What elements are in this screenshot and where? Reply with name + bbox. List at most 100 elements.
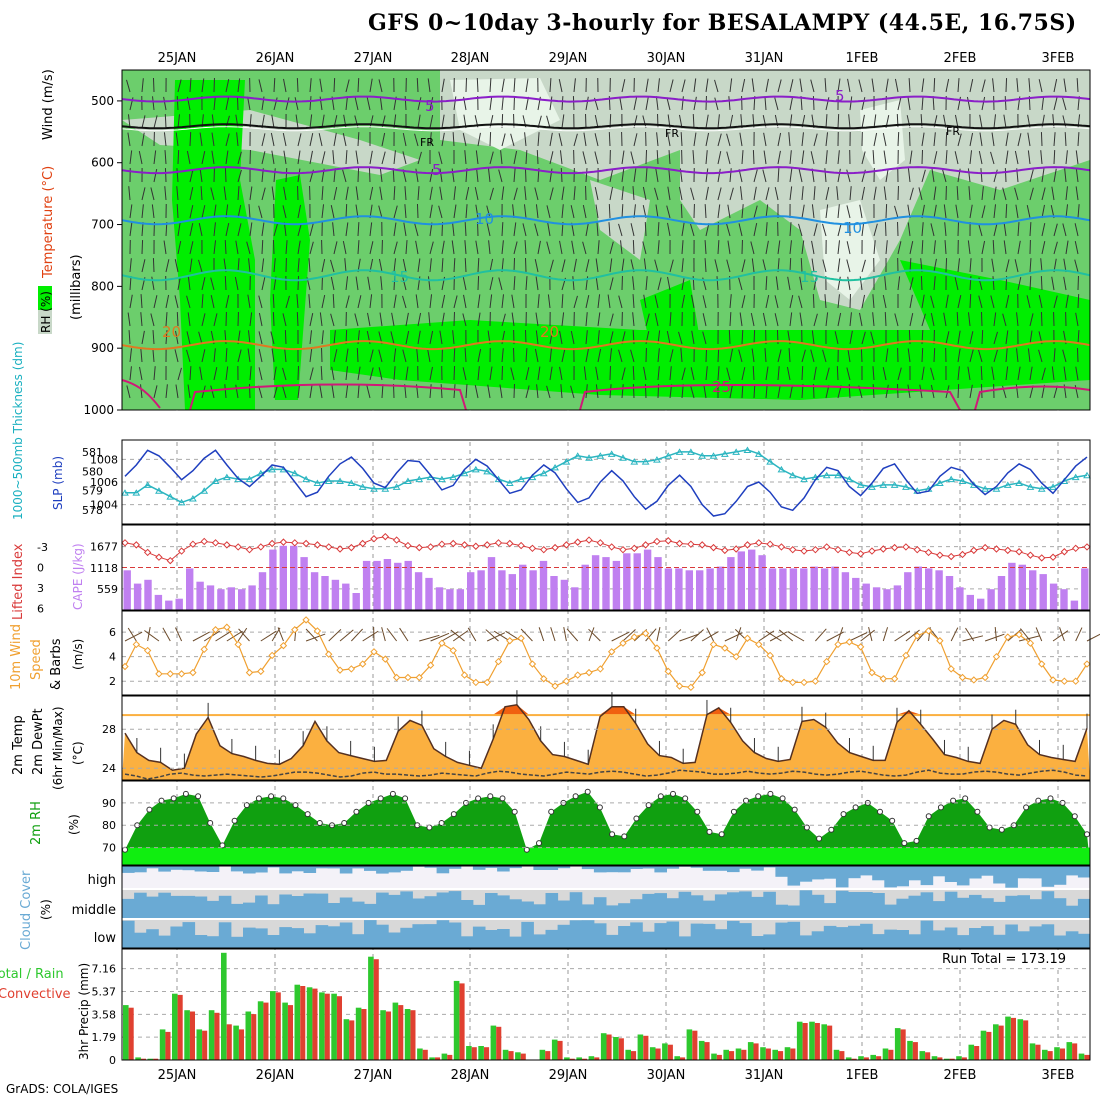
precip-convective-bar: [1084, 1054, 1090, 1060]
wind-barb: [969, 294, 972, 309]
precip-convective-bar: [790, 1048, 796, 1060]
cloud-cover-cell: [146, 866, 159, 869]
wind-barb: [189, 366, 192, 381]
precip-total-bar: [1078, 1053, 1085, 1060]
rh-point: [146, 806, 153, 813]
wind-barb: [416, 204, 419, 219]
thickness-point: [902, 483, 910, 490]
precip-convective-bar: [900, 1029, 906, 1060]
thickness-point: [211, 477, 220, 485]
wind-barb: [690, 629, 704, 642]
wind-barb: [861, 294, 866, 309]
cloud-cover-cell: [618, 903, 631, 918]
cloud-cover-cell: [448, 866, 462, 869]
precip-total-bar: [502, 1049, 509, 1060]
wind-barb: [1017, 222, 1020, 237]
cloud-cover-cell: [1077, 866, 1091, 878]
contour-label: 10: [843, 219, 862, 237]
lifted-index-point: [506, 539, 514, 548]
precip-total-bar: [466, 1046, 472, 1060]
wind-barb: [596, 222, 599, 237]
wind-barb: [402, 295, 407, 309]
wind-barb: [462, 367, 467, 381]
wind-barb: [165, 384, 168, 399]
rh-point: [998, 826, 1005, 833]
wind-barb: [811, 330, 815, 345]
wind-speed-point: [336, 666, 344, 674]
thickness-point: [121, 489, 129, 496]
wind-barb: [127, 132, 131, 147]
cloud-cover-cell: [485, 866, 498, 868]
wind-barb: [789, 79, 794, 93]
wind-speed-point: [732, 652, 740, 661]
thickness-point: [777, 465, 786, 473]
wind-barb: [464, 348, 467, 363]
wind-barb: [270, 132, 275, 147]
wind-barb: [799, 276, 803, 291]
rh-point: [694, 808, 701, 815]
wind-barb: [261, 151, 266, 165]
cloud-cover-cell: [1065, 931, 1079, 948]
cloud-cover-cell: [630, 866, 643, 869]
wind-speed-point: [347, 665, 356, 673]
wind-barb: [417, 97, 422, 111]
cape-tick-label: 1677: [90, 541, 118, 554]
wind-barb: [453, 384, 456, 399]
wind-barb: [225, 96, 230, 111]
wind-barb: [735, 627, 742, 642]
precip-convective-bar: [765, 1048, 771, 1060]
wind-barb: [894, 205, 899, 219]
wind-barb: [272, 294, 275, 309]
cloud-cover-cell: [158, 866, 171, 872]
wind-barb: [692, 114, 695, 129]
wind-barb: [498, 169, 503, 183]
wind-barb: [513, 258, 516, 273]
wind-barb: [608, 204, 611, 219]
wind-barb: [969, 331, 974, 345]
wind-barb: [714, 79, 719, 93]
wind-barb: [680, 204, 683, 219]
cape-bar: [841, 572, 850, 610]
wind-speed-point: [291, 626, 299, 634]
wind-barb: [873, 132, 878, 147]
wind-barb: [837, 168, 841, 183]
cloud-cover-cell: [1017, 931, 1030, 948]
wind-barb: [309, 384, 313, 399]
cloud-cover-cell: [545, 929, 559, 948]
cloud-cover-cell: [460, 900, 474, 918]
wind-barb: [849, 186, 852, 201]
wind-barb: [176, 204, 179, 219]
wind-barb: [441, 294, 446, 309]
wind-barb: [993, 312, 997, 327]
wind10m-axis-label-3: & Barbs: [49, 638, 64, 690]
wind-barb: [152, 330, 155, 345]
wind-barb: [333, 349, 338, 363]
wind-barb: [525, 348, 528, 363]
wind-barb: [493, 630, 511, 642]
cape-bar: [945, 576, 954, 610]
cape-bar: [768, 568, 777, 610]
lifted-index-point: [415, 543, 423, 552]
wind-speed-point: [698, 668, 706, 677]
wind-speed-point: [506, 637, 514, 645]
wind-barb: [277, 627, 284, 642]
wind-barb: [489, 115, 494, 129]
lifted-index-point: [845, 548, 854, 557]
cloud-cover-cell: [303, 893, 317, 918]
lifted-index-point: [902, 543, 910, 551]
precip-convective-bar: [422, 1049, 428, 1060]
wind-barb: [345, 79, 350, 93]
wind-barb: [765, 384, 768, 399]
wind-barb: [763, 150, 767, 165]
cloud-cover-cell: [969, 894, 982, 918]
wind-barb: [333, 241, 338, 255]
wind-barb: [729, 312, 732, 327]
cloud-cover-cell: [1041, 866, 1055, 887]
cloud-cover-cell: [739, 923, 752, 948]
wind-barb: [561, 204, 564, 219]
wind-barb: [272, 312, 275, 327]
wind-barb: [618, 349, 623, 363]
cape-bar: [487, 557, 496, 610]
wind-barb: [788, 132, 791, 147]
wind-barb: [390, 331, 395, 345]
